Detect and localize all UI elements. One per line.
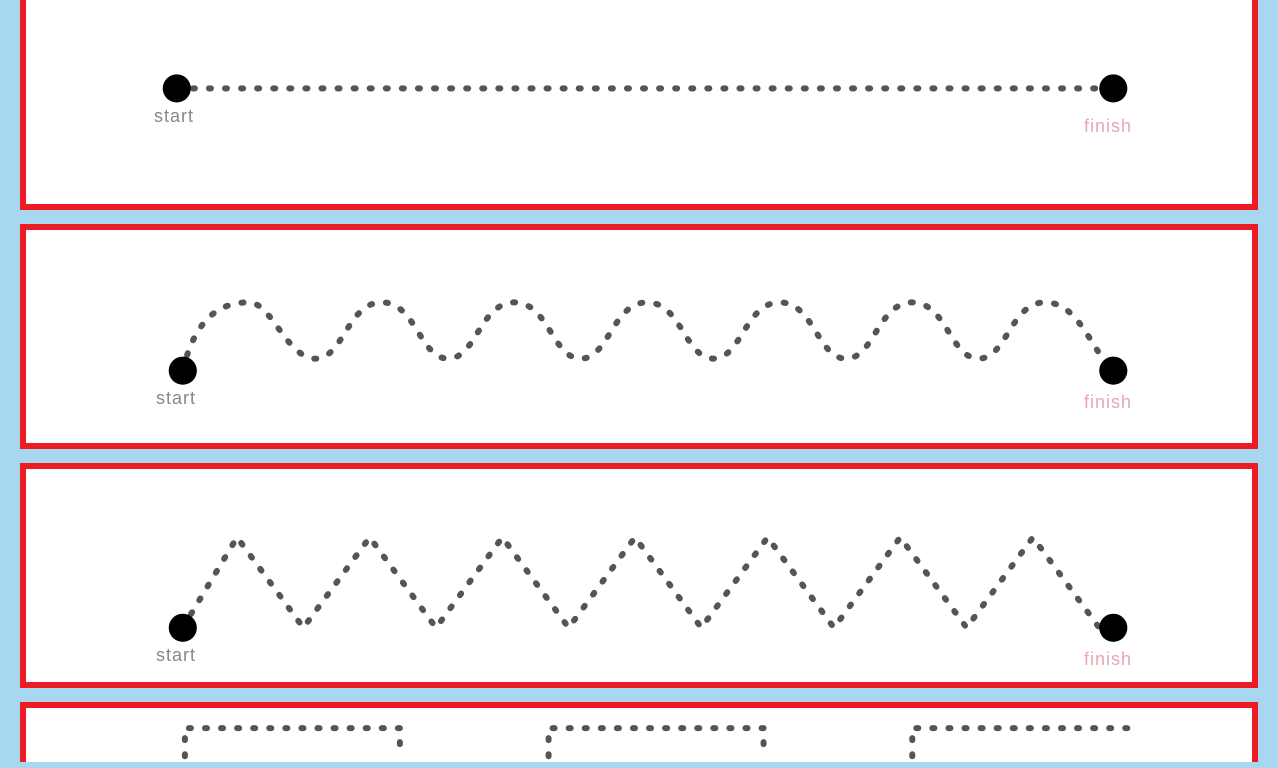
finish-dot	[1099, 614, 1127, 642]
finish-dot	[1099, 357, 1127, 385]
finish-dot	[1099, 74, 1127, 102]
tracing-panel-battlement	[20, 702, 1258, 762]
tracing-panel-straight: start finish	[20, 0, 1258, 210]
trace-path-battlement[interactable]	[185, 728, 1127, 756]
tracing-panel-zigzag: start finish	[20, 463, 1258, 688]
tracing-svg-straight	[26, 0, 1252, 201]
trace-path-wave[interactable]	[183, 302, 1114, 370]
start-label: start	[156, 388, 196, 409]
tracing-svg-wave	[26, 230, 1252, 446]
finish-label: finish	[1084, 392, 1132, 413]
finish-label: finish	[1084, 649, 1132, 670]
tracing-svg-battlement	[26, 708, 1252, 768]
start-label: start	[156, 645, 196, 666]
finish-label: finish	[1084, 116, 1132, 137]
start-dot	[169, 614, 197, 642]
tracing-svg-zigzag	[26, 469, 1252, 685]
tracing-panel-wave: start finish	[20, 224, 1258, 449]
start-label: start	[154, 106, 194, 127]
start-dot	[169, 357, 197, 385]
start-dot	[163, 74, 191, 102]
trace-path-zigzag[interactable]	[183, 537, 1114, 627]
